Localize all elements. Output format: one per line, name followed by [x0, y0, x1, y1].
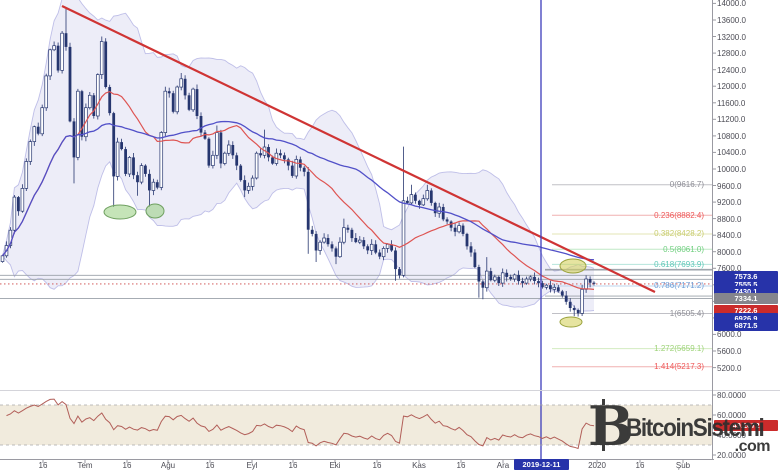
price-badge[interactable]: 7334.1 — [714, 293, 778, 304]
time-axis-label: 16 — [288, 461, 298, 470]
time-axis-label: 16 — [372, 461, 382, 470]
time-axis-label: Eyl — [246, 461, 258, 470]
price-badge[interactable]: 7555.5 — [714, 278, 778, 290]
time-axis: 16 Tem 16 Ağu 16 Eyl 16 Eki 16 Kas 16 Ara 2020 16 Şub — [0, 461, 714, 470]
time-axis-label: 16 — [635, 461, 645, 470]
price-badge[interactable]: 6926.9 — [714, 312, 778, 324]
time-axis-label: 16 — [456, 461, 466, 470]
price-badge[interactable]: 7573.6 — [714, 271, 778, 282]
time-axis-label: 16 — [205, 461, 215, 470]
date-badge[interactable]: 2019-12-11 — [514, 459, 569, 470]
rsi-value-badge: 49.2672 — [714, 420, 778, 431]
time-axis-label: 16 — [38, 461, 48, 470]
price-badges: 7573.6 7555.5 7430.1 7334.1 7222.6 6926.9 6871… — [714, 0, 778, 470]
price-badge[interactable]: 6871.5 — [714, 319, 778, 331]
time-axis-label: 16 — [122, 461, 132, 470]
time-axis-label: Ağu — [160, 461, 176, 470]
time-axis-label: Kas — [412, 461, 426, 470]
price-badge[interactable]: 7430.1 — [714, 286, 778, 297]
price-badge[interactable]: 7222.6 — [714, 305, 778, 316]
time-axis-label: Şub — [675, 461, 691, 470]
time-axis-label: Tem — [77, 461, 93, 470]
time-axis-label: Ara — [496, 461, 510, 470]
time-axis-label: 2020 — [588, 461, 606, 470]
time-axis-label: Eki — [329, 461, 341, 470]
